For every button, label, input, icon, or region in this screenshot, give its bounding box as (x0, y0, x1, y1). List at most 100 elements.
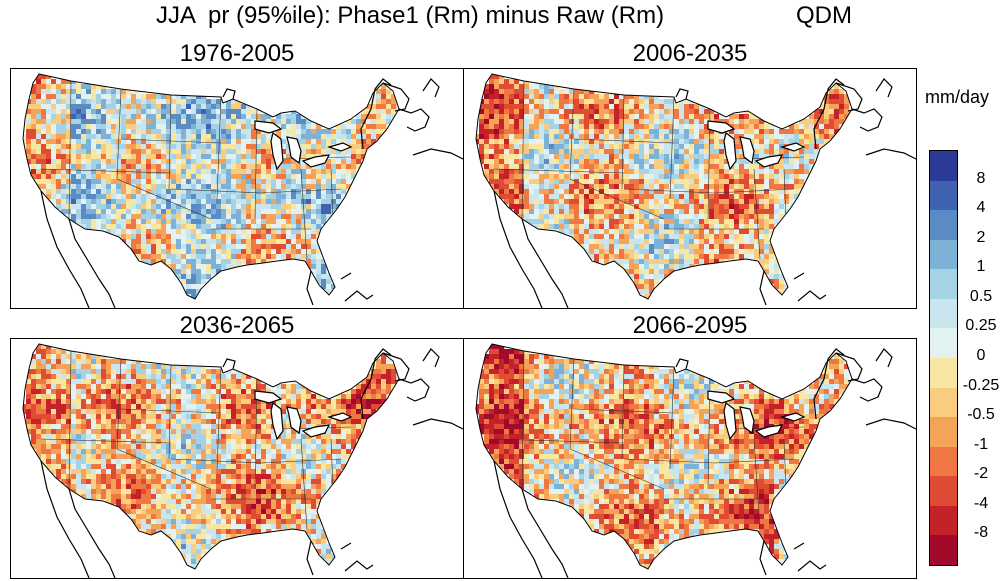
colorbar-swatch (930, 328, 957, 359)
precip-field (23, 74, 397, 299)
coastline (360, 348, 392, 420)
coastline (759, 540, 767, 576)
coastline (875, 78, 893, 98)
colorbar-tick-label: 0.5 (969, 287, 993, 305)
great-lake (326, 412, 353, 422)
colorbar-swatch (930, 476, 957, 507)
colorbar-tick-label: 4 (976, 199, 986, 217)
country-outline (22, 73, 400, 300)
colorbar-swatch (930, 505, 957, 536)
coastline (793, 542, 805, 550)
coastline (340, 542, 352, 550)
coastline (306, 270, 314, 306)
coastline (40, 190, 90, 308)
map-2036-2065 (22, 343, 463, 578)
coastline (851, 108, 883, 132)
colorbar-swatch (930, 535, 957, 566)
great-lake (707, 120, 736, 134)
colorbar-swatch (930, 269, 957, 300)
map-2006-2035 (475, 73, 916, 308)
map-panel-3 (10, 338, 464, 579)
map-2066-2095 (475, 343, 916, 578)
coastline (360, 78, 392, 150)
figure-title-main: JJA pr (95%ile): Phase1 (Rm) minus Raw (… (156, 2, 665, 29)
coastline (222, 358, 236, 370)
great-lake (254, 120, 283, 134)
precip-field (23, 344, 397, 569)
coastline (793, 272, 805, 280)
colorbar-swatch (930, 210, 957, 241)
coastline (759, 270, 767, 306)
colorbar-tick-label: -4 (973, 494, 989, 512)
coastline (675, 88, 689, 100)
coastline (875, 348, 893, 368)
colorbar-swatch (930, 417, 957, 448)
colorbar (929, 150, 958, 566)
coastline (865, 148, 916, 160)
precip-field (476, 344, 850, 569)
coastline (412, 148, 463, 160)
country-outline (475, 73, 853, 300)
figure-title: JJA pr (95%ile): Phase1 (Rm) minus Raw (… (0, 2, 1005, 86)
colorbar-tick-label: 1 (976, 258, 986, 276)
great-lake (301, 424, 331, 438)
great-lake (254, 390, 283, 404)
colorbar-tick-label: -8 (973, 524, 989, 542)
coastline (68, 488, 116, 578)
precip-field (476, 74, 850, 299)
great-lake (723, 131, 737, 171)
map-panel-2 (463, 68, 917, 309)
great-lake (739, 136, 755, 165)
colorbar-swatch (930, 446, 957, 477)
colorbar-tick-label: 2 (976, 228, 986, 246)
panel-title-1: 1976-2005 (179, 40, 295, 67)
coastline (865, 418, 916, 430)
coastline (344, 560, 374, 572)
great-lake (270, 131, 284, 171)
coastline (68, 218, 116, 308)
great-lake (779, 412, 806, 422)
coastline (422, 348, 440, 368)
colorbar-swatch (930, 387, 957, 418)
map-1976-2005 (22, 73, 463, 308)
colorbar-tick-label: -0.25 (962, 376, 1000, 394)
coastline (422, 78, 440, 98)
map-panel-1 (10, 68, 464, 309)
great-lake (707, 390, 736, 404)
figure-title-method: QDM (796, 2, 852, 29)
great-lake (779, 142, 806, 152)
great-lake (739, 406, 755, 435)
coastline (398, 108, 430, 132)
colorbar-tick-label: 0 (976, 347, 986, 364)
colorbar-swatch (930, 358, 957, 389)
great-lake (286, 136, 302, 165)
coastline (675, 358, 689, 370)
coastline (398, 378, 430, 402)
coastline (340, 272, 352, 280)
coastline (797, 560, 827, 572)
coastline (222, 88, 236, 100)
coastline (813, 78, 845, 150)
country-outline (475, 343, 853, 570)
coastline (493, 190, 543, 308)
panel-title-2: 2006-2035 (632, 40, 748, 67)
colorbar-tick-label: -2 (973, 465, 989, 483)
coastline (813, 348, 845, 420)
colorbar-unit: mm/day (925, 87, 990, 107)
great-lake (301, 154, 331, 168)
coastline (797, 290, 827, 302)
great-lake (270, 401, 284, 441)
state-boundaries (40, 80, 352, 260)
panel-title-3: 2036-2065 (179, 312, 295, 339)
great-lake (326, 142, 353, 152)
colorbar-tick-label: -1 (973, 435, 989, 453)
coastline (40, 460, 90, 578)
coastline (306, 540, 314, 576)
coastline (521, 218, 569, 308)
colorbar-swatch (930, 180, 957, 211)
great-lake (754, 154, 784, 168)
colorbar-tick-label: 0.25 (965, 317, 997, 335)
colorbar-tick-label: 8 (976, 169, 986, 187)
great-lake (723, 401, 737, 441)
great-lake (754, 424, 784, 438)
